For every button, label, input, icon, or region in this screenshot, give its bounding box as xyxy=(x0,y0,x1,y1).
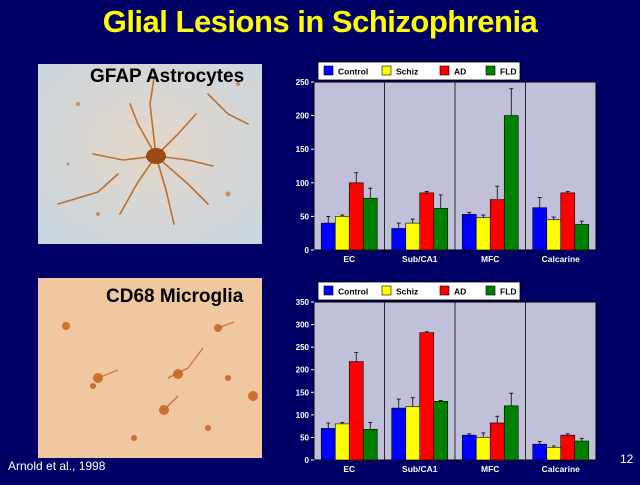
bar-fld xyxy=(362,197,378,251)
bar-ad xyxy=(348,182,364,251)
gfap-bar-chart: 0 50 100 150 200 250 EC Sub/CA1 MFC Calcarine Cont… xyxy=(284,60,604,270)
bar-control xyxy=(532,207,548,251)
legend-swatch-schiz xyxy=(381,285,392,296)
y-tick-label: 50 xyxy=(300,433,309,442)
bar-control xyxy=(391,228,407,251)
bar-ad xyxy=(419,192,435,251)
bar-schiz xyxy=(405,406,421,461)
legend-label: Control xyxy=(338,67,368,77)
bar-schiz xyxy=(334,423,350,461)
bar-schiz xyxy=(546,447,562,461)
legend: Control Schiz AD FLD xyxy=(317,61,521,81)
x-category-label: EC xyxy=(343,254,355,264)
y-tick-label: 100 xyxy=(296,179,310,188)
legend-label: Schiz xyxy=(396,67,418,77)
bar-ad xyxy=(489,199,505,251)
y-tick-label: 250 xyxy=(296,343,310,352)
y-tick-label: 300 xyxy=(296,321,310,330)
x-category-label: MFC xyxy=(481,464,499,474)
y-tick-label: 200 xyxy=(296,112,310,121)
legend-swatch-control xyxy=(323,65,334,76)
x-category-label: Calcarine xyxy=(542,254,581,264)
bar-ad xyxy=(560,434,576,461)
cd68-microglia-micrograph: CD68 Microglia xyxy=(38,278,262,458)
x-category-label: MFC xyxy=(481,254,499,264)
bar-schiz xyxy=(334,216,350,251)
bar-fld xyxy=(574,224,590,251)
legend-swatch-ad xyxy=(439,65,450,76)
legend-swatch-ad xyxy=(439,285,450,296)
bar-control xyxy=(461,214,477,251)
bar-schiz xyxy=(475,217,491,251)
bar-schiz xyxy=(546,219,562,251)
x-category-label: Sub/CA1 xyxy=(402,464,438,474)
bar-fld xyxy=(433,208,449,251)
bar-ad xyxy=(560,192,576,251)
legend-label: FLD xyxy=(500,287,517,297)
y-tick-label: 50 xyxy=(300,212,309,221)
gfap-astrocytes-label: GFAP Astrocytes xyxy=(90,66,245,87)
cd68-bar-chart: 0 50 100 150 200 250 300 350 EC Sub/CA1 MFC Calcari… xyxy=(284,280,604,480)
y-tick-label: 0 xyxy=(305,456,310,465)
y-tick-label: 150 xyxy=(296,145,310,154)
bar-ad xyxy=(419,332,435,461)
gfap-astrocytes-micrograph: GFAP Astrocytes xyxy=(38,64,262,244)
x-category-label: Sub/CA1 xyxy=(402,254,438,264)
bar-control xyxy=(320,222,336,251)
x-category-label: Calcarine xyxy=(542,464,581,474)
y-tick-label: 350 xyxy=(296,298,310,307)
legend-label: Schiz xyxy=(396,287,418,297)
citation: Arnold et al., 1998 xyxy=(8,459,106,473)
legend-box xyxy=(317,61,521,81)
bar-control xyxy=(532,443,548,461)
legend-label: AD xyxy=(454,67,466,77)
bar-control xyxy=(391,407,407,461)
bar-fld xyxy=(362,429,378,461)
legend-swatch-schiz xyxy=(381,65,392,76)
legend-swatch-fld xyxy=(485,285,496,296)
bar-schiz xyxy=(475,437,491,461)
legend-label: AD xyxy=(454,287,466,297)
bar-ad xyxy=(489,422,505,461)
legend-label: Control xyxy=(338,287,368,297)
bar-fld xyxy=(503,405,519,461)
bar-fld xyxy=(574,440,590,461)
x-category-label: EC xyxy=(343,464,355,474)
bar-fld xyxy=(503,115,519,251)
bar-control xyxy=(461,434,477,461)
y-tick-label: 200 xyxy=(296,366,310,375)
y-tick-label: 100 xyxy=(296,411,310,420)
bar-control xyxy=(320,428,336,461)
bar-ad xyxy=(348,361,364,461)
legend-box xyxy=(317,281,521,301)
bar-fld xyxy=(433,401,449,461)
bar-schiz xyxy=(405,222,421,251)
cd68-microglia-label: CD68 Microglia xyxy=(106,286,244,307)
y-tick-label: 0 xyxy=(305,246,310,255)
legend-label: FLD xyxy=(500,67,517,77)
y-tick-label: 150 xyxy=(296,388,310,397)
legend-swatch-fld xyxy=(485,65,496,76)
slide-title: Glial Lesions in Schizophrenia xyxy=(102,4,538,39)
legend-swatch-control xyxy=(323,285,334,296)
slide-number: 12 xyxy=(620,452,634,466)
legend: Control Schiz AD FLD xyxy=(317,281,521,301)
y-tick-label: 250 xyxy=(296,78,310,87)
